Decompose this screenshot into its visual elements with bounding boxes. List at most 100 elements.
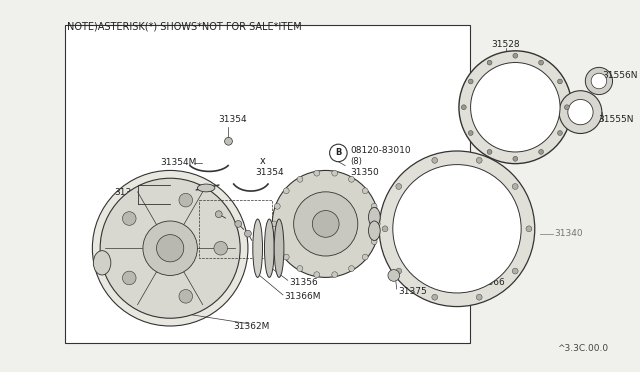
Circle shape	[349, 266, 355, 272]
Circle shape	[122, 212, 136, 225]
Text: 31555N: 31555N	[598, 115, 634, 124]
Text: x: x	[339, 188, 345, 198]
Ellipse shape	[93, 251, 111, 275]
Text: 31356: 31356	[290, 278, 319, 287]
Circle shape	[271, 221, 277, 227]
Circle shape	[312, 211, 339, 237]
Circle shape	[314, 170, 320, 176]
Circle shape	[559, 91, 602, 134]
Text: 31366: 31366	[476, 278, 505, 287]
Circle shape	[332, 272, 337, 278]
Circle shape	[526, 226, 532, 232]
Circle shape	[539, 150, 543, 154]
Circle shape	[468, 79, 473, 84]
Circle shape	[557, 131, 563, 135]
Text: ^3.3C.00.0: ^3.3C.00.0	[557, 344, 608, 353]
Text: x: x	[260, 156, 266, 166]
Text: 31358: 31358	[301, 263, 330, 272]
Text: 31365P: 31365P	[170, 213, 204, 222]
Circle shape	[179, 289, 193, 303]
Text: 31362M: 31362M	[234, 321, 269, 330]
Circle shape	[371, 203, 377, 209]
Text: (8): (8)	[350, 157, 362, 166]
Text: 31350: 31350	[350, 168, 379, 177]
Circle shape	[225, 137, 232, 145]
Circle shape	[330, 144, 347, 162]
Circle shape	[179, 193, 193, 207]
Circle shape	[214, 241, 227, 255]
Circle shape	[349, 176, 355, 182]
Circle shape	[512, 268, 518, 274]
Circle shape	[275, 238, 280, 244]
Text: 31361: 31361	[384, 232, 413, 241]
Text: 31366M: 31366M	[284, 292, 321, 301]
Circle shape	[396, 268, 402, 274]
Circle shape	[568, 99, 593, 125]
Text: 31528: 31528	[491, 39, 520, 48]
Text: 31354M: 31354M	[161, 158, 197, 167]
Circle shape	[432, 157, 438, 163]
Text: B: B	[335, 148, 342, 157]
Ellipse shape	[369, 208, 380, 227]
Ellipse shape	[274, 219, 284, 278]
Ellipse shape	[197, 184, 215, 192]
Circle shape	[314, 272, 320, 278]
Circle shape	[371, 238, 377, 244]
Circle shape	[297, 266, 303, 272]
Circle shape	[396, 183, 402, 189]
Circle shape	[382, 226, 388, 232]
Circle shape	[157, 235, 184, 262]
Circle shape	[332, 170, 337, 176]
Circle shape	[513, 53, 518, 58]
Text: 31375: 31375	[399, 288, 428, 296]
Text: 31364: 31364	[170, 224, 199, 233]
Bar	[65, 25, 470, 343]
Text: 31556N: 31556N	[602, 71, 637, 80]
Circle shape	[92, 170, 248, 326]
Circle shape	[461, 105, 466, 110]
Circle shape	[586, 67, 612, 94]
Circle shape	[297, 176, 303, 182]
Circle shape	[468, 131, 473, 135]
Circle shape	[459, 51, 572, 164]
Circle shape	[487, 150, 492, 154]
Text: 31375: 31375	[163, 187, 192, 196]
Circle shape	[235, 221, 242, 227]
Ellipse shape	[253, 219, 262, 278]
Circle shape	[143, 221, 197, 275]
Circle shape	[284, 254, 289, 260]
Circle shape	[476, 157, 482, 163]
Circle shape	[539, 60, 543, 65]
Circle shape	[100, 178, 240, 318]
Circle shape	[272, 170, 379, 278]
Text: 31344: 31344	[115, 213, 143, 222]
Text: 31340: 31340	[554, 229, 583, 238]
Ellipse shape	[369, 221, 380, 240]
Circle shape	[512, 183, 518, 189]
Circle shape	[557, 79, 563, 84]
Circle shape	[388, 270, 399, 281]
Text: NOTE)ASTERISK(*) SHOWS*NOT FOR SALE*ITEM: NOTE)ASTERISK(*) SHOWS*NOT FOR SALE*ITEM	[67, 22, 302, 32]
Circle shape	[476, 294, 482, 300]
Text: 31362: 31362	[384, 219, 413, 228]
Circle shape	[122, 271, 136, 285]
Text: 31358: 31358	[339, 191, 367, 200]
Circle shape	[591, 73, 607, 89]
Bar	[199, 200, 272, 258]
Circle shape	[564, 105, 569, 110]
Circle shape	[244, 230, 252, 237]
Circle shape	[487, 60, 492, 65]
Circle shape	[216, 211, 222, 218]
Circle shape	[432, 294, 438, 300]
Text: 31341: 31341	[115, 188, 143, 197]
Circle shape	[275, 203, 280, 209]
Circle shape	[379, 151, 535, 307]
Circle shape	[362, 188, 368, 194]
Circle shape	[374, 221, 380, 227]
Circle shape	[362, 254, 368, 260]
Circle shape	[294, 192, 358, 256]
Circle shape	[470, 62, 560, 152]
Circle shape	[513, 156, 518, 161]
Ellipse shape	[264, 219, 274, 278]
Text: 31354: 31354	[219, 115, 248, 124]
